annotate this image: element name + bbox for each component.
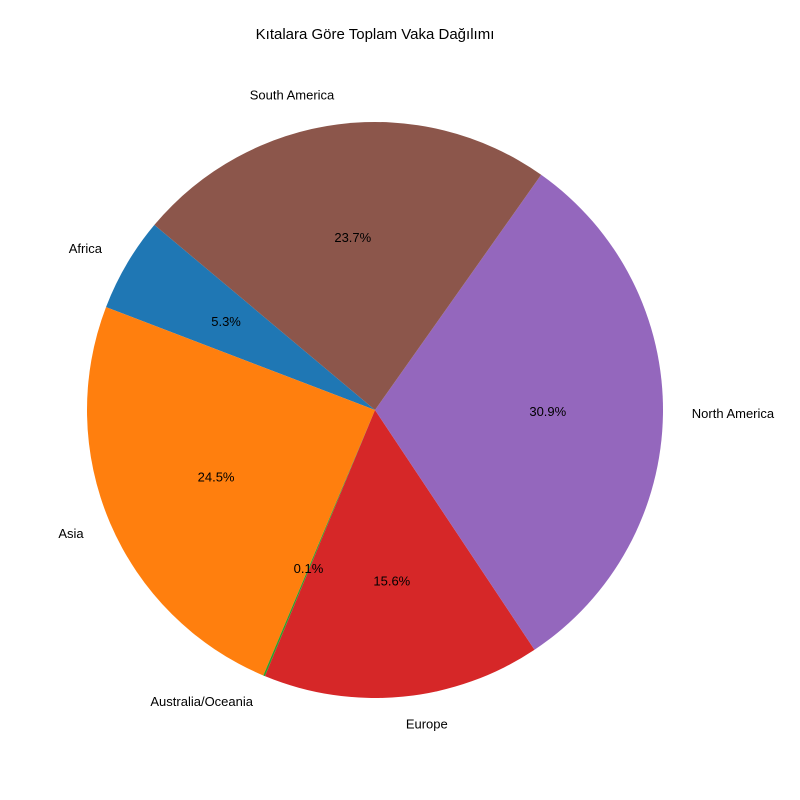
pie-slice-australia-oceania bbox=[263, 410, 375, 677]
slice-label-north-america: North America bbox=[692, 406, 775, 421]
pie-slice-europe bbox=[264, 410, 535, 698]
slice-percent-south-america: 23.7% bbox=[334, 230, 371, 245]
slice-label-australia-oceania: Australia/Oceania bbox=[150, 694, 253, 709]
slice-label-africa: Africa bbox=[69, 241, 103, 256]
slice-percent-north-america: 30.9% bbox=[529, 404, 566, 419]
chart-title: Kıtalara Göre Toplam Vaka Dağılımı bbox=[255, 26, 495, 43]
pie-slices bbox=[86, 122, 664, 698]
pie-labels: Africa 5.3% Asia 24.5% Australia/Oceania 0.1%… bbox=[58, 87, 775, 731]
slice-label-asia: Asia bbox=[58, 526, 84, 541]
slice-percent-australia-oceania: 0.1% bbox=[294, 561, 324, 576]
slice-percent-africa: 5.3% bbox=[211, 314, 241, 329]
pie-slice-south-america bbox=[154, 122, 542, 411]
slice-percent-asia: 24.5% bbox=[198, 469, 235, 484]
pie-slice-africa bbox=[106, 224, 375, 410]
pie-slice-north-america bbox=[375, 174, 664, 650]
slice-label-south-america: South America bbox=[250, 87, 335, 102]
pie-slice-asia bbox=[86, 307, 375, 676]
slice-label-europe: Europe bbox=[406, 717, 448, 732]
slice-percent-europe: 15.6% bbox=[373, 573, 410, 588]
